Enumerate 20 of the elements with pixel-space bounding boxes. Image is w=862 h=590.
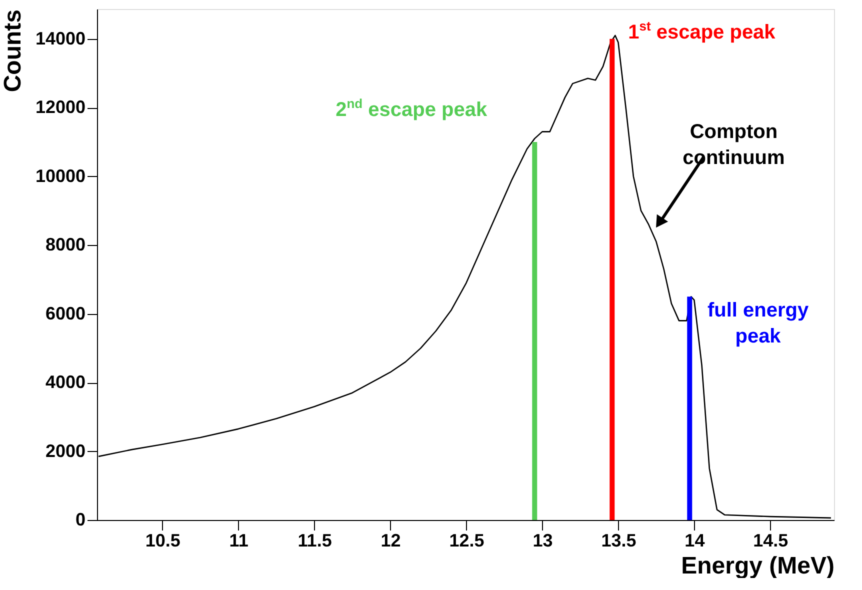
x-tick-label: 13.5 — [601, 530, 636, 550]
x-tick-label: 14 — [684, 530, 705, 550]
x-tick-label: 11.5 — [298, 530, 332, 550]
y-tick-label: 2000 — [45, 440, 86, 461]
y-axis-title: Counts — [0, 10, 26, 92]
x-tick-label: 12 — [380, 530, 401, 550]
x-tick-label: 10.5 — [145, 530, 180, 550]
y-tick-label: 14000 — [35, 28, 86, 48]
y-tick-label: 8000 — [45, 234, 86, 255]
y-tick-label: 6000 — [45, 303, 86, 324]
x-tick-label: 13 — [532, 530, 553, 550]
x-tick-label: 12.5 — [449, 530, 484, 550]
x-tick-label: 11 — [229, 530, 248, 550]
y-tick-label: 10000 — [35, 166, 86, 186]
annotation: Compton continuum — [682, 120, 785, 169]
y-tick-label: 0 — [75, 510, 86, 530]
y-tick-label: 12000 — [35, 97, 86, 118]
series-label: full energy peak — [707, 300, 810, 348]
y-tick-label: 4000 — [45, 372, 86, 392]
x-tick-label: 14.5 — [753, 530, 788, 550]
